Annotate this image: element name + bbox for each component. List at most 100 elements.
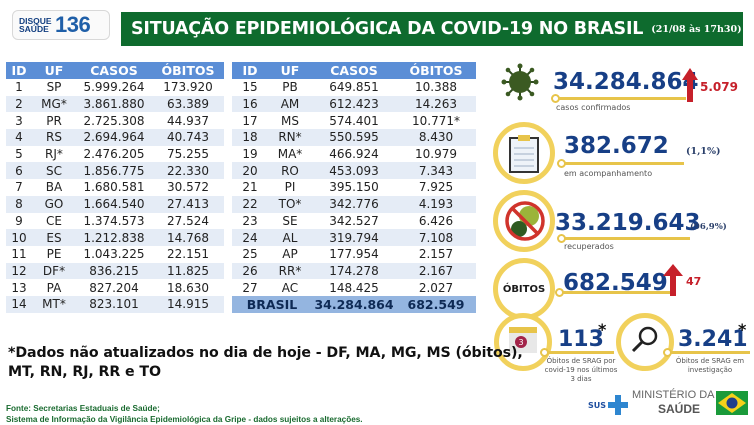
table-row: 13 PA 827.204 18.630 bbox=[6, 279, 224, 296]
cell-obitos: 22.330 bbox=[152, 162, 224, 180]
cell-casos: 550.595 bbox=[312, 129, 396, 146]
cell-casos: 466.924 bbox=[329, 147, 379, 162]
table-row: 18 RN* 550.595 8.430 bbox=[232, 129, 476, 146]
cell-obitos: 40.743 bbox=[152, 129, 224, 146]
cell-obitos: 14.915 bbox=[152, 295, 224, 313]
cell-id: 18 bbox=[232, 129, 268, 146]
table-row: 23 SE 342.527 6.426 bbox=[232, 213, 476, 230]
cell-casos: 148.425 bbox=[329, 280, 379, 295]
cell-id: 17 bbox=[242, 113, 258, 128]
cell-id: 23 bbox=[242, 213, 258, 228]
update-date: (21/08 às 17h30) bbox=[651, 23, 742, 35]
total-casos: 34.284.864 bbox=[312, 295, 396, 313]
total-obitos: 682.549 bbox=[396, 295, 476, 313]
cell-casos: 2.725.308 bbox=[83, 113, 145, 128]
cell-uf: SE bbox=[282, 213, 298, 228]
cell-casos: 1.043.225 bbox=[83, 247, 145, 262]
cell-id: 20 bbox=[232, 162, 268, 180]
cell-obitos: 11.825 bbox=[152, 262, 224, 280]
clipboard-icon bbox=[509, 135, 539, 173]
sus-label: SUS bbox=[588, 401, 607, 410]
states-table-right: ID UF CASOS ÓBITOS 15 PB 649.851 10.388 16 AM… bbox=[232, 62, 476, 313]
cell-casos: 574.401 bbox=[329, 113, 379, 128]
table-row: 12 DF* 836.215 11.825 bbox=[6, 262, 224, 280]
brazil-flag-icon bbox=[716, 391, 748, 415]
cell-uf: RN* bbox=[268, 129, 312, 146]
table-row: 20 RO 453.093 7.343 bbox=[232, 162, 476, 180]
cell-casos: 395.150 bbox=[329, 180, 379, 195]
confirmed-label: casos confirmados bbox=[556, 103, 631, 112]
cell-obitos: 6.426 bbox=[418, 213, 454, 228]
underline bbox=[560, 291, 670, 294]
cell-uf: ES bbox=[32, 229, 76, 246]
cell-casos: 2.694.964 bbox=[76, 129, 152, 146]
cell-obitos: 7.343 bbox=[396, 162, 476, 180]
cell-casos: 1.680.581 bbox=[83, 180, 145, 195]
cell-casos: 3.861.880 bbox=[76, 95, 152, 113]
cell-id: 15 bbox=[242, 80, 258, 95]
source-note: Fonte: Secretarias Estaduais de Saúde; S… bbox=[6, 403, 363, 425]
logo-text: DISQUE SAÚDE bbox=[19, 15, 52, 34]
label-line: Óbitos de SRAG em bbox=[675, 357, 745, 365]
table-row: 14 MT* 823.101 14.915 bbox=[6, 295, 224, 313]
underline bbox=[562, 237, 690, 240]
cell-id: 27 bbox=[242, 280, 258, 295]
label-line: 3 dias bbox=[570, 375, 592, 383]
cell-id: 16 bbox=[232, 95, 268, 113]
cell-id: 5 bbox=[15, 147, 23, 162]
col-obitos: ÓBITOS bbox=[152, 62, 224, 79]
cell-id: 10 bbox=[6, 229, 32, 246]
cell-uf: PR bbox=[46, 113, 62, 128]
cell-uf: CE bbox=[46, 213, 62, 228]
cell-casos: 1.374.573 bbox=[83, 213, 145, 228]
table-row: 21 PI 395.150 7.925 bbox=[232, 179, 476, 196]
cell-casos: 1.856.775 bbox=[76, 162, 152, 180]
cell-uf: SP bbox=[46, 80, 62, 95]
underline-dot bbox=[663, 348, 672, 357]
cell-uf: RR* bbox=[268, 262, 312, 280]
cell-obitos: 44.937 bbox=[167, 113, 209, 128]
cell-casos: 836.215 bbox=[76, 262, 152, 280]
underline-dot bbox=[555, 288, 564, 297]
cell-id: 8 bbox=[6, 195, 32, 213]
table-row: 15 PB 649.851 10.388 bbox=[232, 79, 476, 96]
cell-casos: 2.476.205 bbox=[83, 147, 145, 162]
table-header: ID UF CASOS ÓBITOS bbox=[6, 62, 224, 79]
cell-id: 25 bbox=[242, 247, 258, 262]
srag-investigation-value: 3.241 bbox=[678, 327, 748, 352]
col-id: ID bbox=[6, 62, 32, 79]
cell-id: 9 bbox=[15, 213, 23, 228]
cell-id: 7 bbox=[15, 180, 23, 195]
cell-id: 22 bbox=[232, 195, 268, 213]
cell-id: 12 bbox=[6, 262, 32, 280]
underline bbox=[544, 351, 614, 354]
table-row: 10 ES 1.212.838 14.768 bbox=[6, 229, 224, 246]
footnote-line: MT, RN, RJ, RR e TO bbox=[8, 364, 161, 380]
underline-dot bbox=[557, 159, 566, 168]
cell-casos: 649.851 bbox=[329, 80, 379, 95]
cell-casos: 319.794 bbox=[312, 229, 396, 246]
ministry-line2: SAÚDE bbox=[658, 402, 701, 416]
cell-obitos: 10.771* bbox=[412, 113, 460, 128]
srag-investigation-star: * bbox=[738, 320, 747, 339]
cell-obitos: 30.572 bbox=[167, 180, 209, 195]
cell-obitos: 27.524 bbox=[167, 213, 209, 228]
cell-casos: 1.664.540 bbox=[76, 195, 152, 213]
table-row: 9 CE 1.374.573 27.524 bbox=[6, 213, 224, 230]
cell-casos: 612.423 bbox=[312, 95, 396, 113]
table-row: 1 SP 5.999.264 173.920 bbox=[6, 79, 224, 96]
cell-id: 6 bbox=[6, 162, 32, 180]
table-row: 3 PR 2.725.308 44.937 bbox=[6, 112, 224, 129]
deaths-badge: ÓBITOS bbox=[493, 258, 555, 320]
cell-uf: GO bbox=[32, 195, 76, 213]
cell-casos: 342.527 bbox=[329, 213, 379, 228]
cell-uf: MG* bbox=[32, 95, 76, 113]
cell-casos: 342.776 bbox=[312, 195, 396, 213]
total-row: BRASIL 34.284.864 682.549 bbox=[232, 295, 476, 313]
no-virus-icon bbox=[505, 201, 545, 241]
cell-uf: MT* bbox=[32, 295, 76, 313]
table-row: 27 AC 148.425 2.027 bbox=[232, 279, 476, 296]
col-casos: CASOS bbox=[312, 62, 396, 79]
table-row: 17 MS 574.401 10.771* bbox=[232, 112, 476, 129]
cell-obitos: 173.920 bbox=[163, 80, 213, 95]
